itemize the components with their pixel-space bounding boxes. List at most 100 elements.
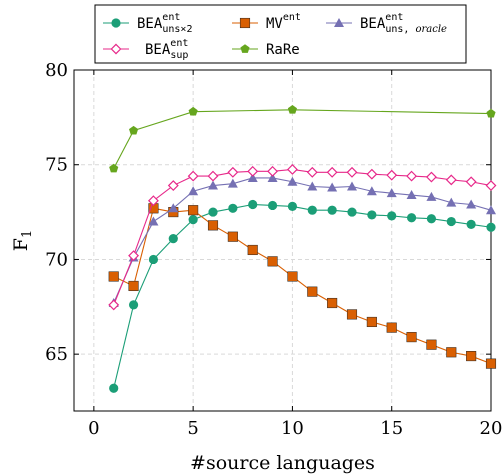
- data-point: [287, 104, 297, 114]
- data-point: [247, 165, 259, 177]
- data-point: [346, 309, 358, 320]
- data-point: [327, 297, 338, 309]
- series-3: [108, 164, 497, 311]
- y-axis-label-subscript: 1: [20, 230, 35, 238]
- data-point: [227, 166, 239, 178]
- data-point: [466, 219, 476, 229]
- legend-label-sup: ent: [385, 12, 403, 23]
- x-axis-label: #source languages: [190, 452, 375, 474]
- x-tick-label: 15: [380, 418, 403, 439]
- data-point: [148, 254, 159, 265]
- data-point: [327, 182, 338, 192]
- data-point: [387, 211, 397, 221]
- data-point: [485, 358, 497, 369]
- legend-swatch-marker: [239, 17, 251, 29]
- data-point: [188, 205, 199, 216]
- series-1: [108, 203, 497, 369]
- data-point: [426, 214, 437, 224]
- x-tick-label: 20: [480, 418, 503, 439]
- plot-frame: [73, 69, 492, 412]
- data-point: [128, 300, 139, 310]
- data-point: [128, 280, 139, 292]
- data-point: [147, 195, 159, 207]
- data-point: [386, 188, 397, 198]
- data-point: [306, 166, 318, 178]
- data-point: [128, 250, 140, 262]
- y-tick-label: 75: [45, 155, 68, 176]
- legend-swatch-marker: [334, 18, 344, 27]
- legend-label-name: RaRe: [266, 42, 300, 58]
- x-tick-label: 0: [88, 418, 99, 439]
- legend-label-sub: uns,: [385, 24, 415, 35]
- data-point: [367, 210, 377, 220]
- legend-label-name: MV: [266, 16, 283, 32]
- x-tick-label: 5: [187, 418, 198, 439]
- data-point: [287, 201, 298, 211]
- data-point: [307, 205, 317, 215]
- data-point: [366, 186, 377, 196]
- legend-label: BEAent uns×2: [137, 12, 192, 35]
- legend-entry: RaRe: [232, 42, 300, 58]
- series-line: [113, 203, 492, 389]
- legend-label: RaRe: [266, 42, 300, 58]
- data-point: [406, 332, 417, 343]
- data-point: [446, 197, 457, 207]
- legend-label-sub: sup: [170, 50, 188, 61]
- data-point: [247, 172, 258, 182]
- legend-label-sup: ent: [170, 38, 188, 49]
- data-point: [227, 231, 238, 242]
- data-point: [168, 234, 178, 244]
- data-series: [108, 104, 497, 393]
- data-point: [326, 166, 338, 178]
- data-point: [366, 316, 377, 328]
- legend-label: BEAent sup: [145, 38, 188, 61]
- y-axis-label: F1: [10, 230, 35, 251]
- data-point: [208, 180, 218, 190]
- legend-swatch-marker: [240, 44, 250, 53]
- series-0: [109, 199, 496, 393]
- data-point: [426, 339, 437, 350]
- data-point: [347, 181, 357, 191]
- legend-entry: BEAent sup: [103, 38, 188, 61]
- data-point: [167, 180, 179, 192]
- data-point: [228, 203, 238, 213]
- data-point: [445, 174, 457, 186]
- data-point: [446, 216, 456, 227]
- data-point: [366, 168, 378, 180]
- legend-label: MVent: [266, 12, 301, 32]
- data-point: [446, 347, 457, 358]
- y-tick-label: 80: [45, 60, 68, 81]
- data-point: [466, 351, 477, 362]
- y-axis-label-main: F: [10, 238, 32, 251]
- legend-swatch-marker: [110, 43, 122, 55]
- x-tick-label: 10: [281, 418, 304, 439]
- grid-lines: [74, 69, 492, 411]
- data-point: [486, 222, 496, 232]
- data-point: [307, 286, 318, 297]
- legend-label-sub: uns×2: [162, 24, 192, 35]
- data-point: [287, 271, 298, 282]
- data-point: [485, 180, 497, 192]
- data-point: [286, 164, 298, 175]
- data-point: [386, 322, 397, 333]
- data-point: [188, 215, 198, 225]
- legend-entry: MVent: [232, 12, 301, 32]
- data-point: [406, 213, 417, 223]
- y-tick-label: 65: [45, 344, 68, 365]
- legend-label-name: BEA: [137, 16, 163, 32]
- axis-ticks: 0 5 10 15 20 65 70 75 80: [45, 60, 502, 439]
- data-point: [307, 181, 318, 191]
- legend-label-sup: ent: [283, 12, 301, 23]
- data-point: [108, 271, 119, 282]
- data-point: [267, 200, 278, 211]
- data-point: [466, 199, 477, 209]
- data-point: [227, 178, 238, 188]
- data-point: [486, 108, 496, 118]
- data-point: [207, 220, 219, 231]
- data-point: [465, 176, 477, 188]
- data-point: [129, 125, 139, 135]
- data-point: [425, 171, 437, 183]
- legend-label: BEAent uns, oracle: [360, 12, 447, 35]
- data-point: [267, 165, 279, 177]
- data-point: [426, 191, 437, 201]
